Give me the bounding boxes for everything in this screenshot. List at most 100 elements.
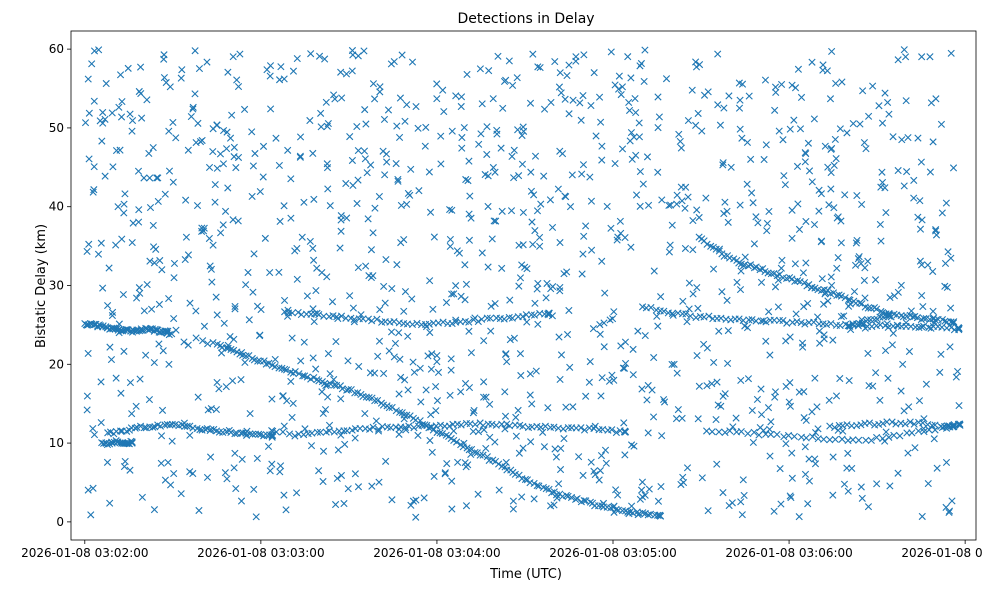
detection-point: [441, 470, 449, 478]
detection-point: [94, 250, 103, 258]
detection-point: [362, 262, 370, 270]
detection-point: [884, 98, 892, 107]
detection-point: [296, 152, 304, 160]
detection-point: [90, 186, 98, 194]
detection-point: [654, 322, 662, 330]
detection-point: [208, 278, 216, 286]
detection-point: [495, 460, 503, 468]
detection-point: [231, 430, 239, 438]
detection-point: [792, 310, 800, 318]
detection-point: [484, 172, 492, 180]
detection-point: [799, 269, 807, 277]
detection-point: [132, 402, 140, 410]
detection-point: [718, 288, 726, 296]
detection-point: [559, 425, 567, 433]
detection-point: [165, 127, 173, 135]
detection-point: [620, 419, 628, 427]
detection-point: [351, 470, 359, 478]
detection-point: [764, 404, 773, 412]
detection-point: [115, 320, 123, 328]
detection-point: [421, 142, 429, 150]
detection-point: [638, 478, 647, 486]
detection-point: [763, 227, 771, 235]
x-tick-label: 2026-01-08 03:02:00: [21, 546, 148, 560]
detection-point: [673, 200, 681, 208]
detection-point: [248, 128, 256, 136]
detection-point: [660, 395, 668, 404]
detection-point: [679, 478, 688, 487]
detection-point: [635, 133, 644, 141]
detection-point: [403, 101, 411, 109]
detection-point: [492, 421, 500, 429]
detection-point: [374, 352, 382, 360]
detection-point: [823, 67, 831, 75]
detection-point: [827, 185, 835, 193]
detection-point: [882, 428, 890, 436]
detection-point: [191, 90, 199, 98]
detection-point: [698, 474, 706, 482]
detection-point: [366, 425, 374, 433]
detection-point: [741, 253, 749, 261]
detection-point: [900, 407, 908, 415]
detection-point: [539, 428, 547, 436]
detection-point: [931, 421, 939, 429]
detection-point: [95, 46, 103, 54]
detection-point: [326, 202, 334, 210]
detection-point: [840, 480, 849, 488]
detection-point: [705, 312, 713, 320]
detection-point: [338, 385, 346, 393]
detection-point: [812, 428, 820, 437]
detection-point: [533, 207, 542, 215]
detection-point: [775, 127, 783, 135]
detection-point: [401, 376, 409, 384]
detection-point: [904, 134, 912, 142]
detection-point: [209, 338, 217, 347]
detection-point: [242, 281, 250, 289]
detection-point: [165, 294, 173, 303]
detection-point: [385, 404, 393, 412]
detection-point: [820, 331, 828, 339]
detection-point: [458, 133, 466, 142]
detection-point: [920, 428, 928, 436]
detection-point: [196, 138, 205, 146]
detection-point: [501, 425, 509, 433]
detection-point: [506, 336, 514, 344]
detection-point: [899, 360, 907, 368]
detection-point: [545, 309, 553, 317]
detection-point: [919, 322, 928, 330]
detection-point: [285, 430, 294, 438]
detection-point: [500, 77, 509, 85]
detection-point: [655, 113, 663, 121]
detection-point: [306, 116, 314, 125]
detection-point: [250, 250, 258, 258]
detection-point: [508, 314, 516, 322]
detection-point: [84, 349, 92, 357]
x-tick-label: 2026-01-08 03:07:00: [901, 546, 983, 560]
detection-point: [829, 491, 837, 499]
detection-point: [393, 261, 401, 269]
detection-point: [331, 95, 339, 103]
detection-point: [627, 128, 636, 137]
detection-point: [460, 439, 468, 447]
detection-point: [624, 53, 632, 61]
detection-point: [97, 378, 105, 386]
detection-point: [291, 368, 299, 376]
detection-point: [955, 401, 963, 410]
detection-point: [855, 436, 863, 444]
detection-point: [375, 337, 384, 345]
detection-point: [317, 109, 325, 117]
detection-point: [268, 460, 276, 468]
detection-point: [849, 436, 857, 444]
detection-point: [342, 179, 350, 188]
detection-point: [834, 254, 842, 262]
detection-point: [103, 458, 112, 466]
detection-point: [394, 177, 402, 185]
detection-point: [625, 510, 633, 518]
detection-point: [240, 105, 249, 113]
detection-point: [929, 267, 937, 276]
detection-point: [757, 278, 766, 286]
detection-point: [234, 82, 243, 91]
detection-point: [942, 458, 951, 467]
detection-point: [269, 427, 277, 435]
detection-point: [601, 289, 609, 297]
